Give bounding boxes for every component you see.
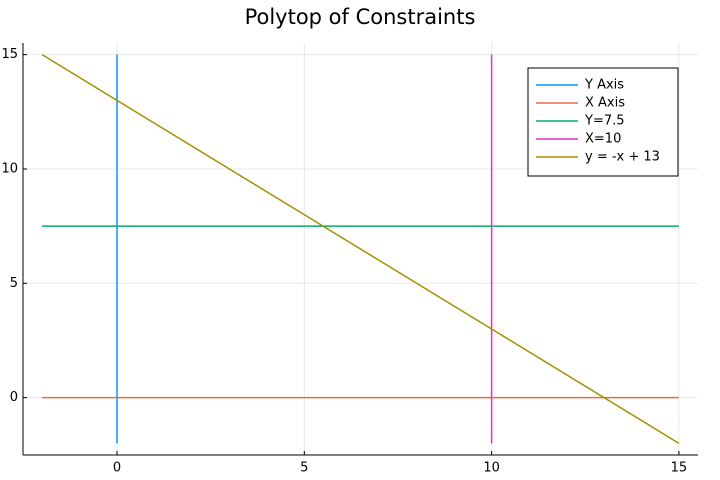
legend: Y Axis X Axis Y=7.5 X=10 y = -x + 13 <box>527 67 679 177</box>
y-tick-label: 5 <box>10 276 18 291</box>
legend-label: y = -x + 13 <box>585 150 660 165</box>
legend-label: Y=7.5 <box>584 114 625 129</box>
y-tick-label: 0 <box>10 390 18 405</box>
legend-label: X=10 <box>585 132 621 147</box>
chart-title: Polytop of Constraints <box>245 5 476 29</box>
x-tick-label: 10 <box>483 461 500 476</box>
x-tick-label: 5 <box>300 461 308 476</box>
legend-label: Y Axis <box>584 78 624 93</box>
y-tick-label: 15 <box>1 47 18 62</box>
series-line <box>41 54 680 444</box>
legend-label: X Axis <box>585 96 625 111</box>
y-tick-label: 10 <box>1 161 18 176</box>
x-tick-label: 0 <box>113 461 121 476</box>
legend-box <box>527 67 679 177</box>
x-tick-label: 15 <box>671 461 688 476</box>
